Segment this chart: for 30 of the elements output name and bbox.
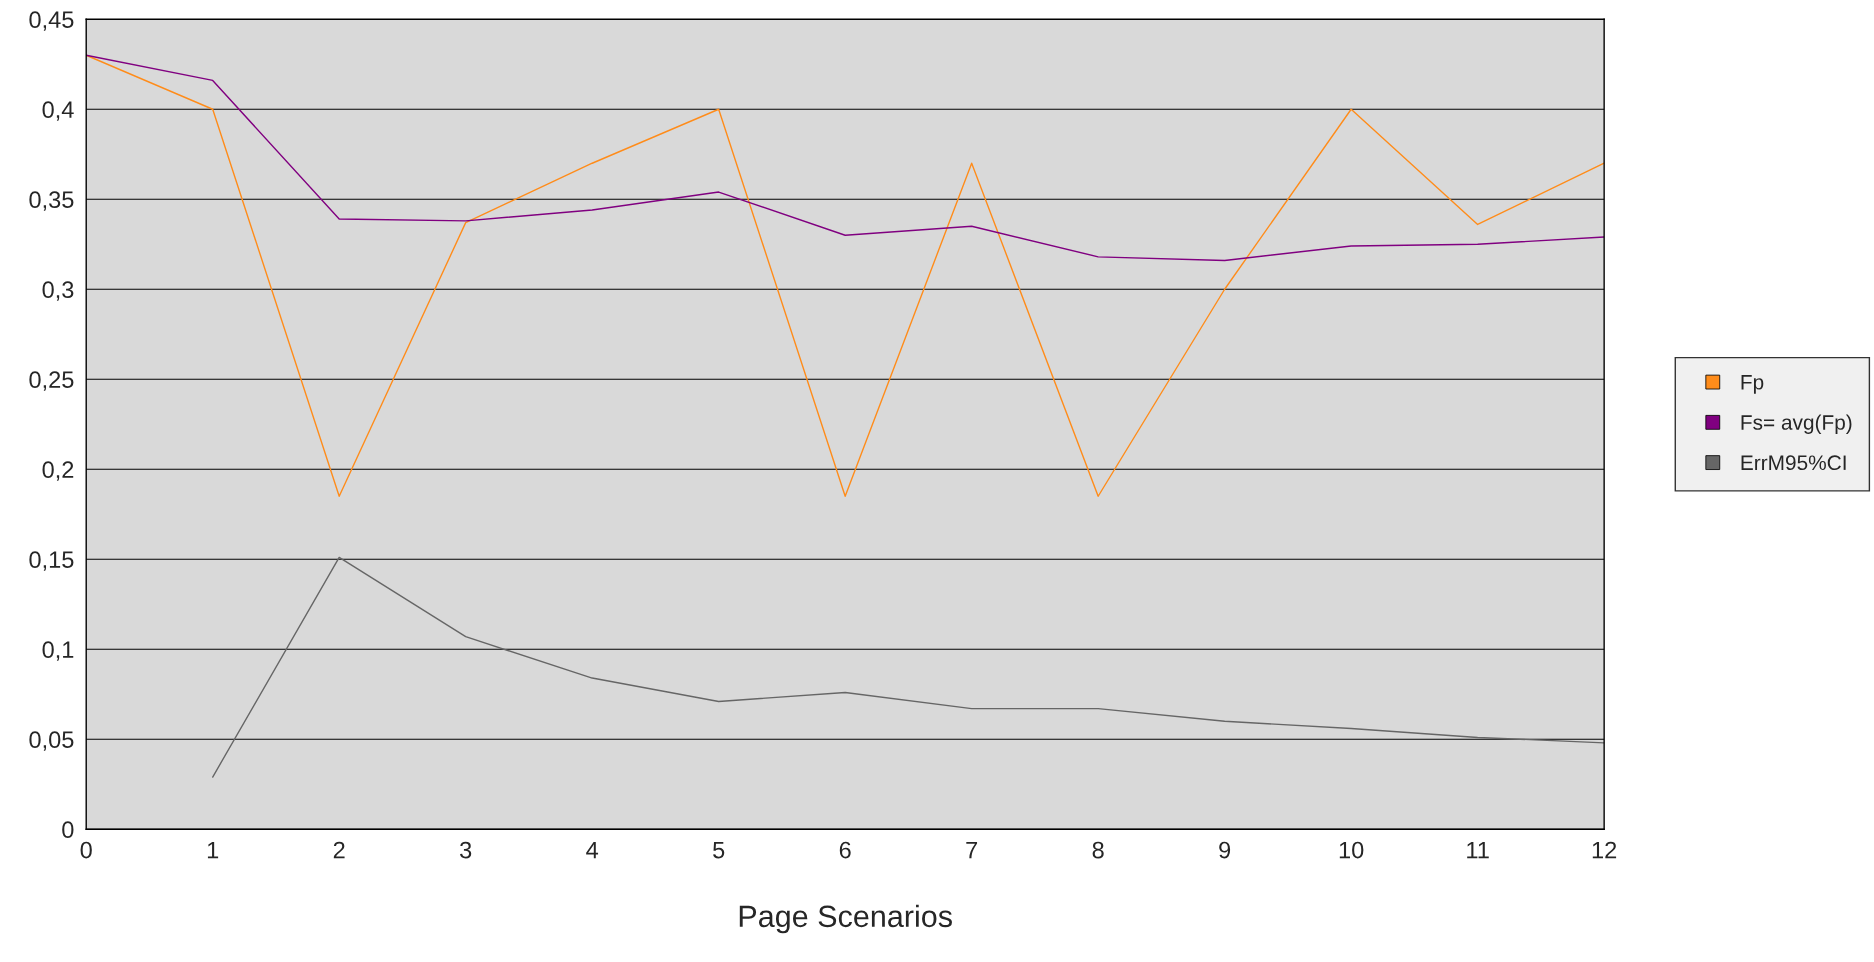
x-tick-label: 12: [1592, 841, 1617, 859]
legend-label: Fs= avg(Fp): [1741, 414, 1852, 434]
y-tick-label: 0,2: [42, 461, 74, 481]
x-tick-label: 2: [333, 841, 345, 859]
x-tick-label: 8: [1092, 841, 1104, 859]
x-tick-label: 5: [713, 841, 725, 859]
legend-label: ErrM95%CI: [1741, 455, 1846, 471]
legend-label: Fp: [1741, 375, 1764, 394]
x-tick-label: 6: [839, 841, 851, 859]
x-tick-label: 3: [460, 841, 472, 859]
x-tick-label: 10: [1339, 841, 1364, 859]
line-series: [212, 556, 1605, 778]
y-tick-label: 0,35: [29, 191, 74, 211]
y-tick-label: 0,05: [29, 731, 74, 751]
x-tick-label: 0: [80, 841, 92, 859]
y-tick-label: 0,15: [29, 551, 74, 571]
x-axis-title: Page Scenarios: [739, 904, 952, 934]
y-tick-label: 0: [62, 821, 74, 839]
line-series: [86, 54, 1605, 497]
x-tick-label: 9: [1219, 841, 1231, 859]
y-tick-label: 0,4: [42, 101, 74, 121]
x-tick-label: 7: [966, 841, 978, 859]
y-tick-label: 0,25: [29, 371, 74, 391]
y-tick-label: 0,3: [42, 281, 74, 301]
line-series: [86, 54, 1605, 262]
x-tick-label: 4: [586, 841, 599, 859]
x-tick-label: 1: [207, 841, 219, 859]
y-tick-label: 0,45: [29, 11, 74, 31]
x-tick-label: 11: [1467, 841, 1489, 859]
y-tick-label: 0,1: [42, 641, 74, 661]
